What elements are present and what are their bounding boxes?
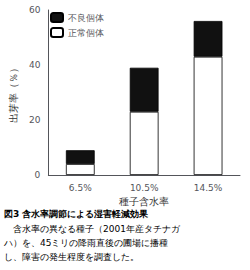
svg-text:図3 含水率調節による湿害軽減効果: 図3 含水率調節による湿害軽減効果 <box>4 209 149 219</box>
svg-text:不良個体: 不良個体 <box>68 13 104 23</box>
svg-text:20: 20 <box>29 115 41 125</box>
svg-text:正常個体: 正常個体 <box>68 28 104 38</box>
svg-text:種子含水率: 種子含水率 <box>119 196 169 207</box>
svg-text:出芽率（％）: 出芽率（％） <box>8 63 19 123</box>
svg-text:6.5%: 6.5% <box>69 183 92 193</box>
svg-text:40: 40 <box>29 60 41 70</box>
svg-text:60: 60 <box>29 5 41 15</box>
svg-text:14.5%: 14.5% <box>194 183 223 193</box>
svg-text:0: 0 <box>35 170 41 180</box>
svg-text:ハ）を、45ミリの降雨直後の圃場に播種: ハ）を、45ミリの降雨直後の圃場に播種 <box>3 238 168 248</box>
svg-text:含水率の異なる種子（2001年産タチナガ: 含水率の異なる種子（2001年産タチナガ <box>4 224 181 234</box>
svg-text:し、障害の発生程度を調査した。: し、障害の発生程度を調査した。 <box>4 252 139 262</box>
svg-text:10.5%: 10.5% <box>130 183 159 193</box>
